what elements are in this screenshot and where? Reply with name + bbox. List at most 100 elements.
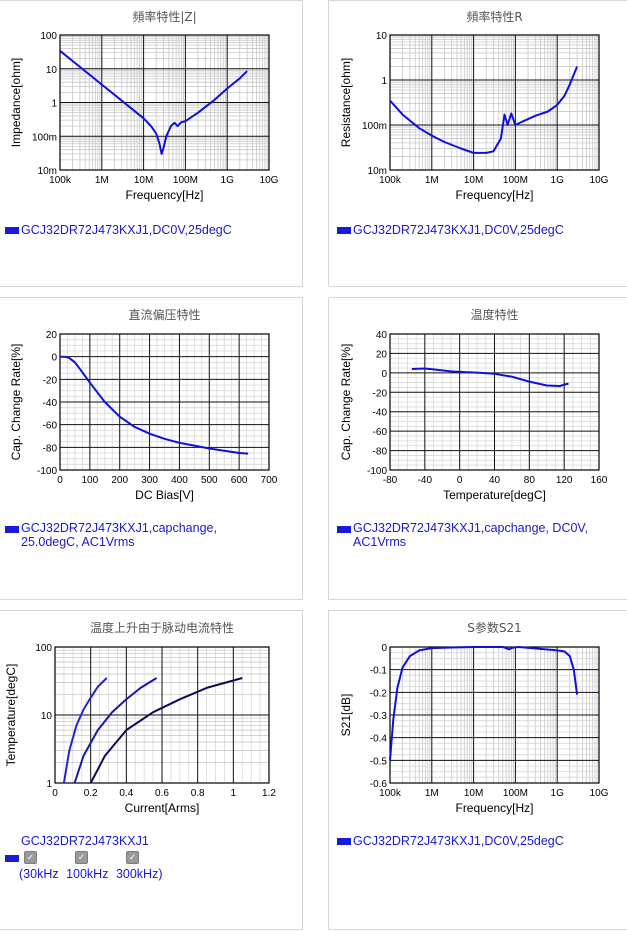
legend-swatch	[337, 526, 351, 533]
y-axis-label: Resistance[ohm]	[339, 58, 353, 147]
y-tick-label: 40	[376, 330, 388, 341]
legend-resistance[interactable]: GCJ32DR72J473KXJ1,DC0V,25degC	[337, 223, 564, 237]
x-tick-label: 400	[171, 475, 188, 486]
panel-resistance: 頻率特性R 100k 1M 10M 100M 1G 10G 10m 100m 1 10 Frequen…	[328, 0, 627, 287]
series-line-gcj32dr72j473kxj1-capchange-dc0v-ac1vrms	[411, 367, 569, 387]
chart-title: 頻率特性|Z|	[132, 9, 196, 24]
x-tick-label: 1G	[551, 788, 565, 799]
temperature-chart: 温度特性-80 -40 0 40 80 120 160-100-80-60-40-20020…	[339, 307, 608, 502]
y-tick-label: 1	[381, 76, 387, 87]
legend-impedance[interactable]: GCJ32DR72J473KXJ1,DC0V,25degC	[5, 223, 232, 237]
x-tick-label: 40	[489, 475, 501, 486]
plot-frame	[389, 34, 600, 171]
legend-text-line1: GCJ32DR72J473KXJ1,capchange, DC0V,	[353, 521, 589, 535]
x-tick-label: 100M	[503, 175, 528, 186]
legend-s21[interactable]: GCJ32DR72J473KXJ1,DC0V,25degC	[337, 834, 564, 848]
y-tick-label: 1	[51, 99, 57, 110]
y-tick-label: -60	[373, 427, 388, 438]
checkbox-100khz[interactable]: ✓	[75, 851, 88, 864]
x-tick-label: 10M	[464, 175, 483, 186]
x-tick-label: 80	[524, 475, 536, 486]
legend-text: GCJ32DR72J473KXJ1,DC0V,25degC	[353, 834, 564, 848]
x-tick-label: 500	[201, 475, 218, 486]
x-tick-label: 0	[57, 475, 63, 486]
y-tick-label: 100m	[362, 121, 387, 132]
series-line-gcj32dr72j473kxj1-capchange-25-0degc-ac1vrms	[60, 355, 249, 455]
legend-swatch	[5, 227, 19, 235]
y-tick-label: -0.3	[370, 711, 388, 722]
series-line-30khz	[62, 677, 108, 784]
panel-dc-bias: 直流偏压特性 0 100 200 300 400 500 600 700 -100 -80 -60 -4…	[0, 297, 303, 600]
y-tick-label: -0.6	[370, 779, 388, 790]
x-tick-label: 120	[556, 475, 573, 486]
y-tick-label: -80	[43, 443, 58, 454]
x-tick-label: 1G	[551, 175, 565, 186]
plot-frame	[54, 646, 270, 784]
x-tick-label: 1.2	[262, 788, 276, 799]
panel-s21: S参数S21 100k 1M 10M 100M 1G 10G -0.6 -0.5 -0.4 -0.3…	[328, 610, 627, 930]
y-tick-label: 0	[381, 369, 387, 380]
series-line-gcj32dr72j473kxj1-dc0v-25degc	[389, 646, 579, 761]
legend-text: GCJ32DR72J473KXJ1	[21, 834, 149, 848]
x-tick-label: 160	[591, 475, 608, 486]
checkbox-300khz[interactable]: ✓	[126, 851, 139, 864]
x-tick-label: 1M	[425, 788, 439, 799]
x-tick-label: 600	[231, 475, 248, 486]
y-tick-label: 10m	[38, 166, 57, 177]
legend-temperature[interactable]: GCJ32DR72J473KXJ1,capchange, DC0V, AC1Vrm…	[337, 521, 588, 549]
x-tick-label: 700	[261, 475, 278, 486]
grid	[54, 646, 270, 784]
checkbox-30khz[interactable]: ✓	[24, 851, 37, 864]
x-tick-label: 10G	[260, 175, 279, 186]
y-axis-label: Impedance[ohm]	[9, 58, 23, 147]
label-30khz: (30kHz	[19, 867, 59, 881]
x-tick-label: 100k	[379, 175, 402, 186]
y-tick-label: 10	[41, 711, 53, 722]
y-axis-label: S21[dB]	[339, 694, 353, 737]
x-axis-label: Temperature[degC]	[443, 488, 546, 502]
legend-text: GCJ32DR72J473KXJ1,DC0V,25degC	[21, 223, 232, 237]
y-axis-label: Cap. Change Rate[%]	[339, 344, 353, 461]
chart-title: 温度特性	[470, 307, 518, 322]
y-axis-label: Temperature[degC]	[4, 664, 18, 767]
x-tick-label: 0	[52, 788, 58, 799]
series-line-gcj32dr72j473kxj1-dc0v-25degc	[389, 66, 579, 154]
x-tick-label: 1M	[425, 175, 439, 186]
y-tick-label: -60	[43, 421, 58, 432]
y-tick-label: -0.5	[370, 756, 388, 767]
x-tick-label: 0.4	[119, 788, 133, 799]
x-tick-label: 1M	[95, 175, 109, 186]
x-axis-label: Frequency[Hz]	[455, 188, 533, 202]
series-line-300khz	[89, 677, 243, 784]
chart-title: S参数S21	[467, 620, 522, 635]
panel-ripple: 温度上升由于脉动电流特性 0 0.2 0.4 0.6 0.8 1 1.2 1 10 100 Curre…	[0, 610, 303, 930]
y-tick-label: 1	[46, 779, 52, 790]
legend-dc-bias[interactable]: GCJ32DR72J473KXJ1,capchange, 25.0degC, AC…	[5, 521, 217, 549]
legend-swatch	[337, 838, 351, 846]
legend-text-block: GCJ32DR72J473KXJ1,capchange, DC0V, AC1Vrm…	[353, 521, 588, 549]
x-tick-label: 0.6	[155, 788, 169, 799]
x-tick-label: 100M	[503, 788, 528, 799]
x-tick-label: 200	[111, 475, 128, 486]
label-100khz: 100kHz	[66, 867, 109, 881]
y-tick-label: -100	[367, 466, 387, 477]
x-tick-label: -80	[383, 475, 398, 486]
s21-chart: S参数S21 100k 1M 10M 100M 1G 10G -0.6 -0.5 -0.4 -0.3…	[339, 620, 609, 815]
legend-swatch	[5, 855, 19, 862]
y-tick-label: 10	[46, 65, 58, 76]
y-tick-label: 100	[40, 31, 57, 42]
y-tick-label: -40	[43, 398, 58, 409]
y-tick-label: -0.2	[370, 688, 388, 699]
x-tick-label: 1G	[221, 175, 235, 186]
y-tick-label: 20	[376, 349, 388, 360]
y-tick-label: -40	[373, 408, 388, 419]
chart-title: 温度上升由于脉动电流特性	[90, 620, 234, 635]
y-tick-label: -0.1	[370, 666, 388, 677]
grid	[389, 646, 600, 784]
y-tick-label: 0	[381, 643, 387, 654]
x-tick-label: 300	[141, 475, 158, 486]
x-tick-label: 10G	[590, 788, 609, 799]
y-tick-label: 100m	[32, 132, 57, 143]
legend-text-line1: GCJ32DR72J473KXJ1,capchange,	[21, 521, 217, 535]
y-tick-label: -20	[373, 388, 388, 399]
